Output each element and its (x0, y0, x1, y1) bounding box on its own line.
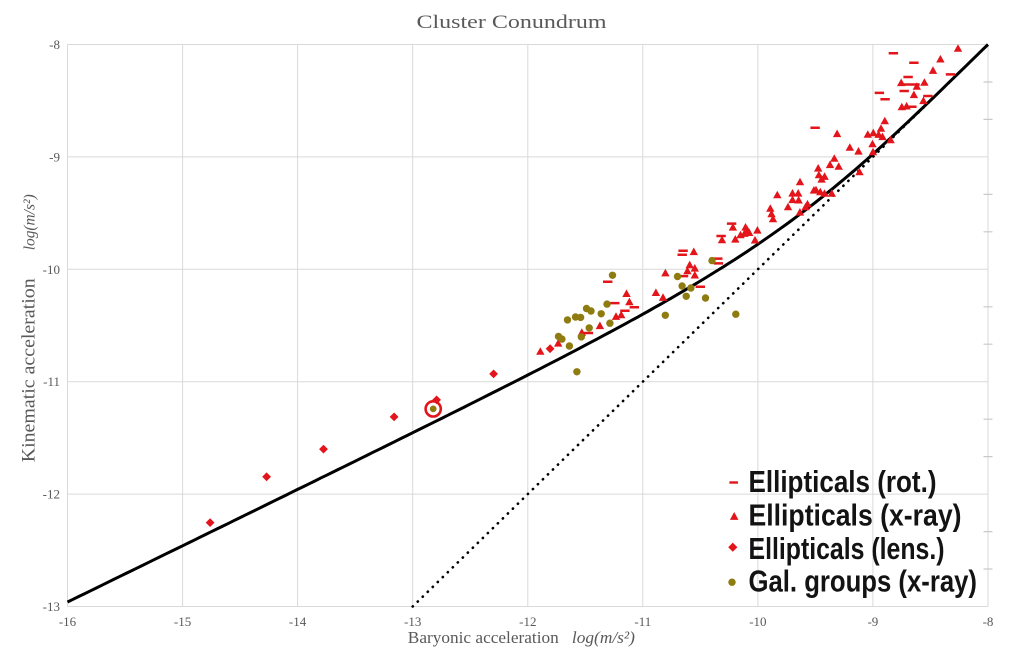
svg-text:Baryonic acceleration: Baryonic acceleration (408, 628, 560, 647)
svg-text:Gal. groups (x-ray): Gal. groups (x-ray) (749, 565, 978, 599)
svg-text:-15: -15 (174, 614, 191, 629)
svg-text:-10: -10 (43, 262, 60, 277)
svg-text:Ellipticals (rot.): Ellipticals (rot.) (749, 465, 937, 499)
svg-text:Kinematic acceleration: Kinematic acceleration (19, 278, 40, 463)
svg-text:-14: -14 (289, 614, 307, 629)
svg-text:-11: -11 (634, 614, 651, 629)
svg-text:-13: -13 (404, 614, 421, 629)
svg-text:-16: -16 (59, 614, 77, 629)
svg-text:Ellipticals (x-ray): Ellipticals (x-ray) (749, 499, 962, 533)
svg-text:Cluster Conundrum: Cluster Conundrum (417, 12, 607, 33)
svg-text:log(m/s²): log(m/s²) (572, 628, 635, 647)
svg-text:-10: -10 (749, 614, 766, 629)
svg-text:Ellipticals (lens.): Ellipticals (lens.) (749, 532, 945, 566)
svg-text:log(m/s²): log(m/s²) (22, 194, 39, 250)
svg-text:-9: -9 (867, 614, 878, 629)
svg-text:-11: -11 (43, 374, 60, 389)
svg-text:-8: -8 (983, 614, 994, 629)
svg-text:-9: -9 (49, 149, 60, 164)
svg-text:-12: -12 (519, 614, 536, 629)
svg-text:-12: -12 (43, 487, 60, 502)
svg-text:-8: -8 (49, 37, 60, 52)
svg-text:-13: -13 (43, 599, 60, 614)
